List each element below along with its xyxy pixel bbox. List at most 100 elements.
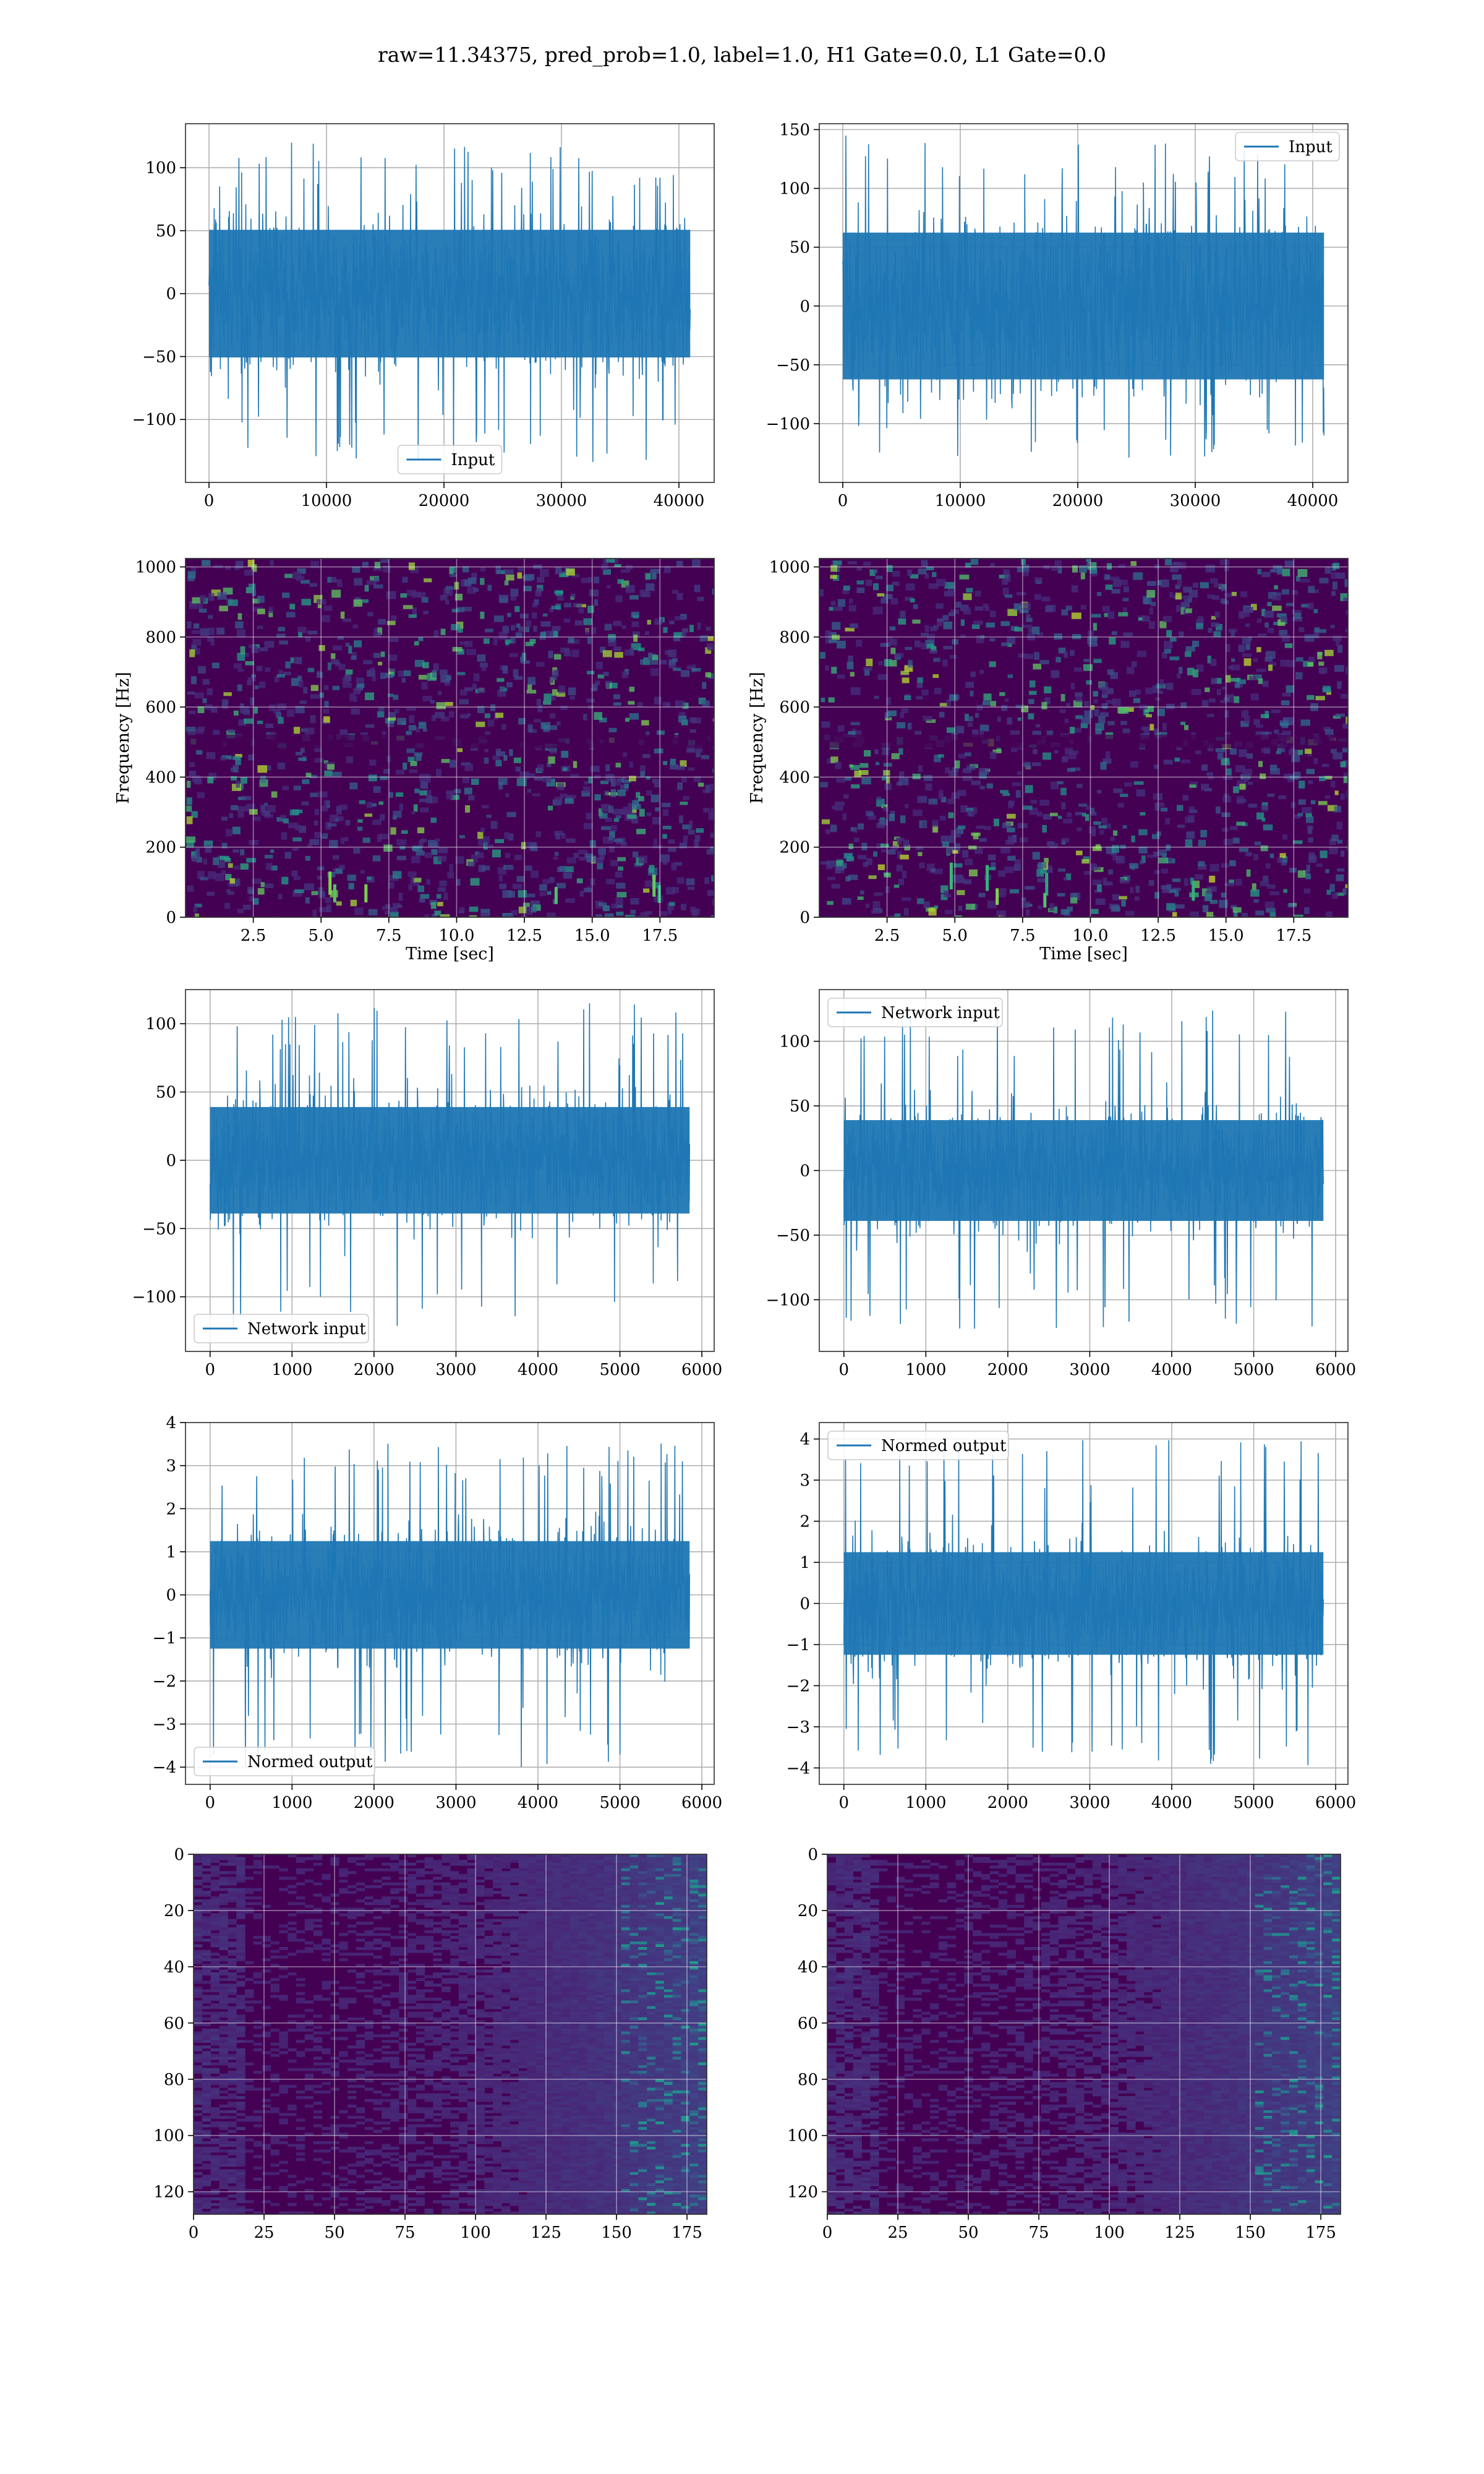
- h1-network-input-xtick-label: 2000: [354, 1361, 394, 1379]
- h1-spectrogram-ticks: 2.5 5.0 7.5 10.0 12.5 15.0 17.5 0 200 400 600 800 10…: [135, 559, 678, 945]
- l1-input-ytick-label: 100: [779, 180, 810, 199]
- l1-feature-map-ticks: 0 25 50 75 100 125 150 175 0 20 40 60 80 100 120: [787, 1846, 1336, 2242]
- l1-spectrogram-xlabel: Time [sec]: [1039, 944, 1128, 964]
- h1-spectrogram-ylabel: Frequency [Hz]: [114, 672, 133, 803]
- h1-spectrogram-ytick-label: 1000: [135, 559, 176, 577]
- h1-feature-map-ytick-label: 120: [153, 2183, 184, 2202]
- l1-normed-output-xtick-label: 5000: [1233, 1794, 1274, 1812]
- h1-network-input-xtick-label: 0: [205, 1361, 215, 1379]
- l1-normed-output-legend: Normed output: [827, 1431, 1009, 1460]
- h1-normed-output-ytick-label: −2: [153, 1672, 176, 1691]
- h1-input-ticks: 0 10000 20000 30000 40000 −100 −50 0 50 100: [132, 159, 705, 510]
- l1-feature-map-grid: [827, 1854, 1341, 2214]
- l1-network-input-xtick-label: 2000: [987, 1361, 1028, 1379]
- l1-normed-output-ytick-label: 1: [800, 1554, 810, 1572]
- h1-feature-map-xtick-label: 75: [394, 2224, 415, 2242]
- h1-feature-map-subplot: 0 25 50 75 100 125 150 175 0 20 40 60 80 100 120: [153, 1846, 707, 2242]
- l1-normed-output-ytick-label: −3: [787, 1718, 810, 1737]
- h1-input-xtick-label: 20000: [419, 492, 470, 510]
- h1-feature-map-ytick-label: 0: [174, 1846, 184, 1864]
- l1-network-input-xtick-label: 5000: [1233, 1361, 1274, 1379]
- h1-spectrogram-plot-area: [186, 559, 714, 917]
- h1-normed-output-axes-frame: [185, 1422, 715, 1785]
- l1-feature-map-ytick-label: 100: [787, 2127, 818, 2146]
- l1-network-input-ytick-label: 100: [779, 1033, 810, 1051]
- l1-feature-map-ytick-label: 0: [808, 1846, 818, 1864]
- l1-normed-output-ticks: 0 1000 2000 3000 4000 5000 6000 −4 −3 −2 −1 0 1 2 3 4: [787, 1431, 1357, 1812]
- l1-feature-map-ytick-label: 120: [787, 2183, 818, 2202]
- h1-feature-map-ytick-label: 80: [164, 2071, 184, 2089]
- l1-normed-output-xtick-label: 6000: [1315, 1794, 1356, 1812]
- h1-input-ytick-label: 0: [166, 285, 176, 304]
- h1-network-input-xtick-label: 5000: [599, 1361, 640, 1379]
- h1-feature-map-xtick-label: 150: [601, 2224, 632, 2242]
- h1-feature-map-ytick-label: 60: [164, 2014, 184, 2033]
- l1-feature-map-ytick-label: 20: [798, 1902, 818, 1920]
- h1-spectrogram-ytick-label: 200: [145, 839, 176, 857]
- h1-normed-output-xtick-label: 5000: [599, 1794, 640, 1812]
- h1-network-input-xtick-label: 1000: [271, 1361, 312, 1379]
- h1-normed-output-xtick-label: 4000: [518, 1794, 558, 1812]
- l1-normed-output-subplot: 0 1000 2000 3000 4000 5000 6000 −4 −3 −2 −1 0 1 2 3 4 No…: [787, 1422, 1357, 1812]
- h1-feature-map-ytick-label: 20: [164, 1902, 184, 1920]
- l1-feature-map-subplot: 0 25 50 75 100 125 150 175 0 20 40 60 80 100 120: [787, 1846, 1341, 2242]
- h1-input-ytick-label: 50: [156, 222, 176, 241]
- l1-input-plot-area: [819, 124, 1348, 482]
- l1-input-ytick-label: 50: [790, 239, 810, 257]
- l1-network-input-ticks: 0 1000 2000 3000 4000 5000 6000 −100 −50 0 50 100: [766, 1033, 1357, 1379]
- l1-feature-map-xtick-label: 75: [1028, 2224, 1049, 2242]
- l1-spectrogram-xtick-label: 17.5: [1276, 927, 1311, 945]
- figure-suptitle: raw=11.34375, pred_prob=1.0, label=1.0, …: [378, 43, 1106, 67]
- l1-normed-output-plot-area: [819, 1423, 1348, 1784]
- h1-input-xtick-label: 0: [204, 492, 215, 510]
- h1-feature-map-heatmap-cells: [194, 1854, 707, 2214]
- l1-spectrogram-ticks: 2.5 5.0 7.5 10.0 12.5 15.0 17.5 0 200 400 600 800 10…: [769, 559, 1311, 945]
- l1-normed-output-xtick-label: 4000: [1151, 1794, 1192, 1812]
- l1-input-xtick-label: 0: [838, 492, 848, 510]
- l1-normed-output-ytick-label: 3: [800, 1471, 810, 1490]
- l1-feature-map-axes-frame: [827, 1854, 1341, 2215]
- l1-spectrogram-ytick-label: 800: [779, 628, 810, 647]
- l1-normed-output-ytick-label: 4: [800, 1431, 810, 1449]
- h1-spectrogram-ytick-label: 400: [145, 768, 176, 787]
- h1-feature-map-xtick-label: 50: [324, 2224, 344, 2242]
- l1-spectrogram-axes-frame: [819, 558, 1349, 918]
- l1-feature-map-xtick-label: 25: [887, 2224, 908, 2242]
- h1-network-input-ytick-label: −50: [142, 1220, 176, 1238]
- l1-network-input-xtick-label: 6000: [1315, 1361, 1356, 1379]
- h1-input-xtick-label: 30000: [536, 492, 587, 510]
- h1-spectrogram-ytick-label: 0: [166, 909, 176, 927]
- l1-feature-map-ytick-label: 40: [798, 1958, 818, 1977]
- h1-normed-output-ytick-label: 2: [166, 1500, 176, 1518]
- l1-feature-map-heatmap-cells: [827, 1854, 1341, 2214]
- l1-normed-output-legend-label: Normed output: [881, 1437, 1007, 1455]
- l1-normed-output-xtick-label: 2000: [987, 1794, 1028, 1812]
- l1-spectrogram-ytick-label: 200: [779, 839, 810, 857]
- h1-normed-output-ytick-label: 0: [166, 1586, 176, 1605]
- h1-network-input-ytick-label: 50: [156, 1084, 176, 1102]
- h1-spectrogram-xlabel: Time [sec]: [406, 944, 494, 964]
- l1-feature-map-ytick-label: 80: [798, 2071, 818, 2089]
- l1-spectrogram-xtick-label: 12.5: [1140, 927, 1176, 945]
- l1-network-input-series-core: [843, 1120, 1324, 1221]
- l1-spectrogram-xtick-label: 2.5: [874, 927, 900, 945]
- h1-input-xtick-label: 40000: [654, 492, 705, 510]
- l1-spectrogram-xtick-label: 5.0: [942, 927, 968, 945]
- h1-network-input-ytick-label: −100: [132, 1288, 176, 1307]
- h1-feature-map-plot-area: [194, 1854, 707, 2214]
- l1-input-ytick-label: −100: [766, 415, 810, 434]
- h1-feature-map-xtick-label: 175: [672, 2224, 702, 2242]
- h1-network-input-subplot: 0 1000 2000 3000 4000 5000 6000 −100 −50 0 50 100 Ne…: [132, 989, 722, 1379]
- h1-input-xtick-label: 10000: [301, 492, 352, 510]
- l1-normed-output-ytick-label: 0: [800, 1595, 810, 1614]
- h1-spectrogram-axes-frame: [185, 558, 715, 918]
- l1-spectrogram-ytick-label: 400: [779, 768, 810, 787]
- l1-feature-map-xtick-label: 125: [1164, 2224, 1195, 2242]
- h1-input-ytick-label: −100: [132, 411, 176, 429]
- l1-network-input-xtick-label: 3000: [1069, 1361, 1110, 1379]
- l1-normed-output-ytick-label: −2: [787, 1677, 810, 1695]
- l1-spectrogram-plot-area: [819, 559, 1348, 917]
- l1-network-input-ytick-label: 50: [790, 1097, 810, 1116]
- l1-network-input-ytick-label: 0: [800, 1162, 810, 1181]
- l1-normed-output-series-core: [843, 1552, 1324, 1655]
